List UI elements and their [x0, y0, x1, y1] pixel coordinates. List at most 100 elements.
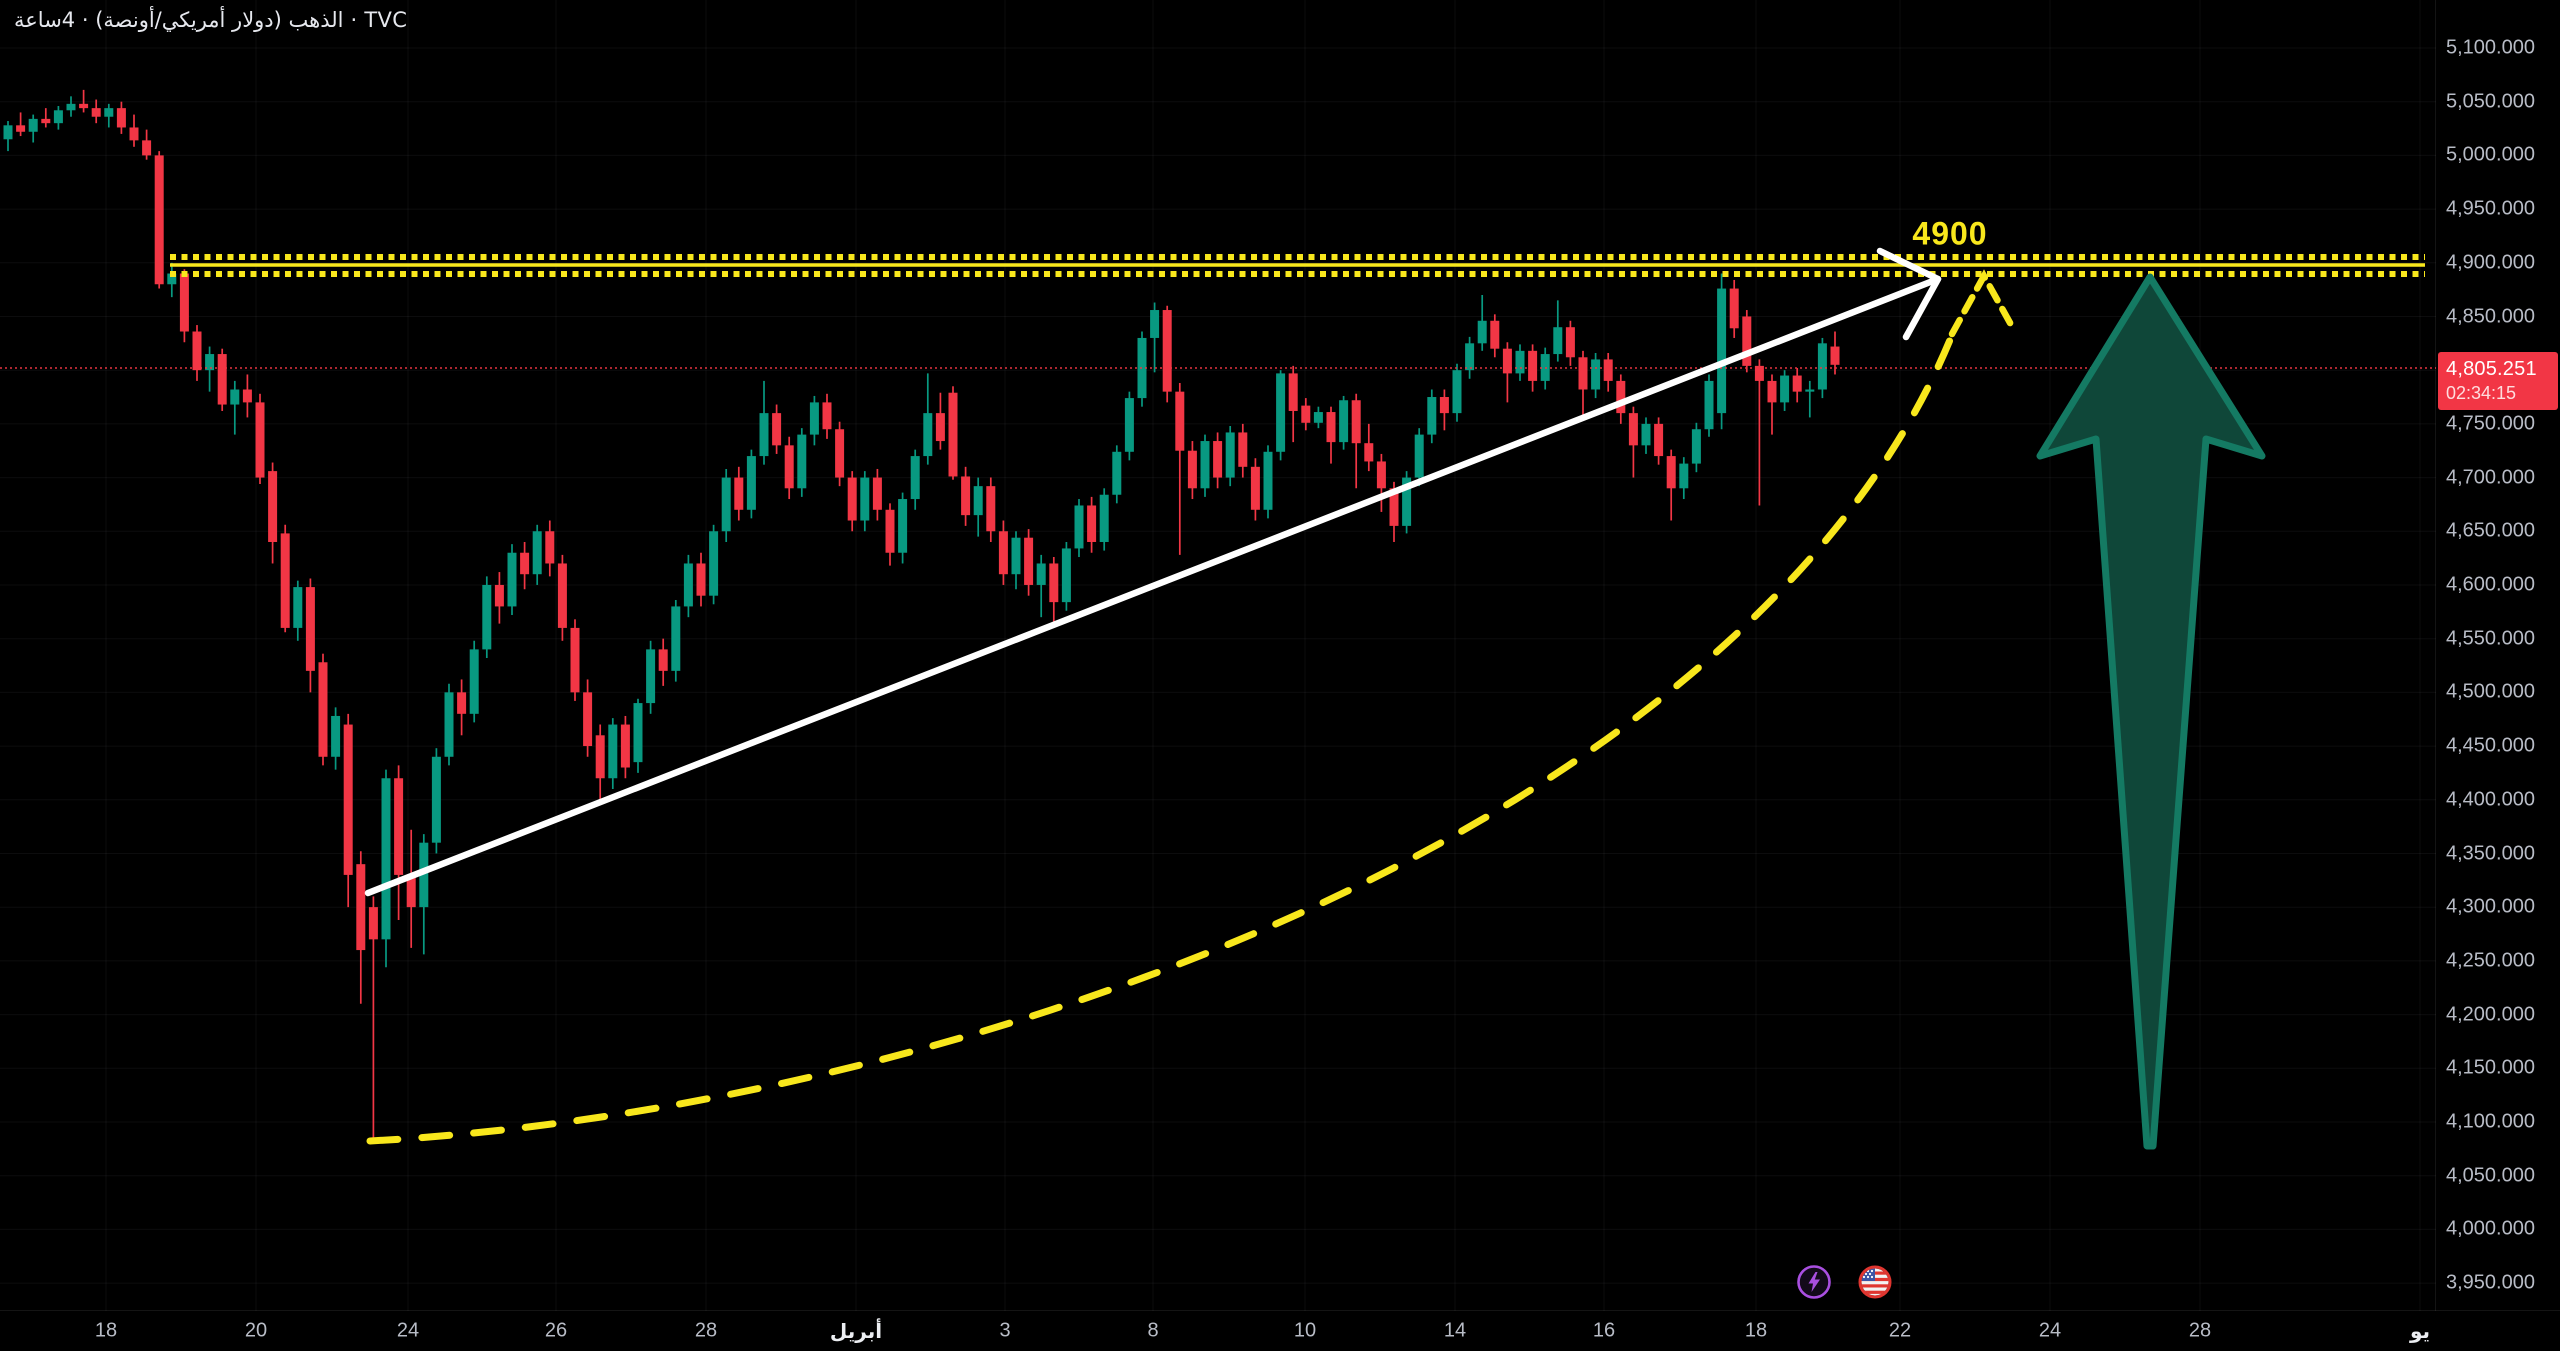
candle-body: [910, 456, 920, 500]
price-axis-scale[interactable]: 5,100.000 5,050.000 5,000.000 4,950.000 4,90…: [2435, 0, 2560, 1311]
price-axis-label: 4,350.000: [2446, 842, 2535, 864]
candle-body: [784, 445, 794, 489]
candle-body: [1364, 443, 1374, 462]
candle-body: [1376, 461, 1386, 489]
bullish-projection-arrow[interactable]: [2036, 273, 2266, 1150]
candle-body: [1276, 373, 1286, 452]
price-axis-label: 4,250.000: [2446, 949, 2535, 972]
dashed-projection-curve[interactable]: [366, 331, 1956, 1145]
candle-body: [431, 756, 441, 843]
candle-body: [482, 584, 492, 650]
candle-body: [633, 703, 643, 763]
last-price-value: 4,805.251: [2446, 358, 2537, 381]
resistance-price-label[interactable]: 4900: [1912, 215, 1988, 252]
candle-body: [797, 434, 807, 489]
candle-body: [79, 103, 89, 109]
candle-body: [671, 606, 681, 671]
price-axis-label: 4,750.000: [2446, 412, 2535, 435]
last-price-badge: 4,805.251 02:34:15: [2438, 352, 2558, 410]
candle-body: [772, 413, 782, 446]
candle-body: [1187, 450, 1197, 489]
candle-body: [935, 413, 945, 442]
time-axis-month-label: أبريل: [829, 1319, 883, 1343]
candle-body: [658, 649, 668, 671]
candle-body: [356, 864, 366, 951]
candle-body: [116, 108, 126, 128]
candle-body: [872, 477, 882, 510]
candle-body: [759, 413, 769, 457]
us-flag-event-icon[interactable]: [1857, 1264, 1893, 1300]
price-axis-label: 4,900.000: [2446, 251, 2535, 274]
candle-body: [1313, 412, 1323, 423]
candle-body: [583, 692, 593, 747]
candle-body: [570, 627, 580, 693]
candle-body: [318, 662, 328, 757]
candle-body: [557, 563, 567, 628]
candle-body: [1502, 348, 1512, 374]
time-axis-label: 24: [396, 1319, 420, 1342]
candlestick-plot-area[interactable]: [0, 0, 2436, 1311]
time-axis-label: 18: [94, 1319, 118, 1342]
candle-body: [1250, 466, 1260, 510]
bar-countdown: 02:34:15: [2446, 383, 2517, 404]
candle-body: [381, 778, 391, 940]
candle-body: [1099, 494, 1109, 542]
time-axis-scale[interactable]: 18 20 24 26 28 أبريل 3 8 10 14 16 18 22 24 28 يو: [0, 1310, 2560, 1351]
candle-body: [28, 118, 38, 132]
candle-body: [1301, 405, 1311, 423]
candle-body: [595, 735, 605, 779]
candle-body: [545, 531, 555, 564]
time-axis-label: 28: [2188, 1319, 2212, 1342]
candle-body: [1616, 380, 1626, 414]
candle-body: [709, 531, 719, 596]
price-axis-label: 4,950.000: [2446, 197, 2535, 220]
candle-body: [1767, 380, 1777, 403]
time-axis-label: 3: [999, 1319, 1011, 1342]
candle-body: [646, 649, 656, 704]
candle-body: [809, 402, 819, 435]
candle-body: [1200, 441, 1210, 489]
candle-body: [1603, 359, 1613, 381]
candle-body: [1087, 505, 1097, 542]
price-axis-label: 4,550.000: [2446, 627, 2535, 650]
candle-body: [1225, 432, 1235, 478]
candle-body: [885, 509, 895, 553]
candle-body: [3, 125, 13, 140]
economic-event-lightning-icon[interactable]: [1796, 1264, 1832, 1300]
candle-body: [179, 273, 189, 332]
candle-body: [192, 331, 202, 371]
time-axis-label: 18: [1744, 1319, 1768, 1342]
candle-body: [205, 354, 215, 371]
candle-body: [167, 273, 177, 285]
dashed-curve-arrowhead[interactable]: [1948, 269, 2018, 338]
candle-body: [41, 118, 51, 124]
price-axis-label: 4,400.000: [2446, 788, 2535, 811]
price-axis-label: 4,850.000: [2446, 305, 2535, 327]
candle-body: [721, 477, 731, 532]
price-axis-label: 4,450.000: [2446, 734, 2535, 757]
candle-body: [1654, 423, 1664, 457]
candle-body: [1389, 488, 1399, 526]
price-axis-label: 4,050.000: [2446, 1164, 2535, 1187]
trendline-arrowhead[interactable]: [1876, 247, 1942, 341]
candle-body: [1490, 320, 1500, 349]
candle-body: [154, 155, 164, 285]
price-axis-label: 4,100.000: [2446, 1110, 2535, 1133]
time-axis-label: 20: [244, 1319, 268, 1342]
candle-body: [1049, 563, 1059, 603]
candle-body: [406, 874, 416, 908]
candle-body: [1628, 413, 1638, 446]
candle-body: [1427, 397, 1437, 435]
candle-body: [444, 692, 454, 757]
time-axis-month-label: يو: [2409, 1319, 2431, 1343]
candle-body: [129, 127, 139, 141]
candle-body: [1213, 441, 1223, 478]
trendline[interactable]: [364, 275, 1942, 897]
price-axis-label: 5,000.000: [2446, 143, 2535, 166]
candle-body: [1414, 434, 1424, 478]
price-axis-label: 4,600.000: [2446, 573, 2535, 596]
candle-body: [961, 476, 971, 516]
time-axis-label: 28: [694, 1319, 718, 1342]
candle-body: [683, 563, 693, 607]
candle-body: [1477, 320, 1487, 344]
